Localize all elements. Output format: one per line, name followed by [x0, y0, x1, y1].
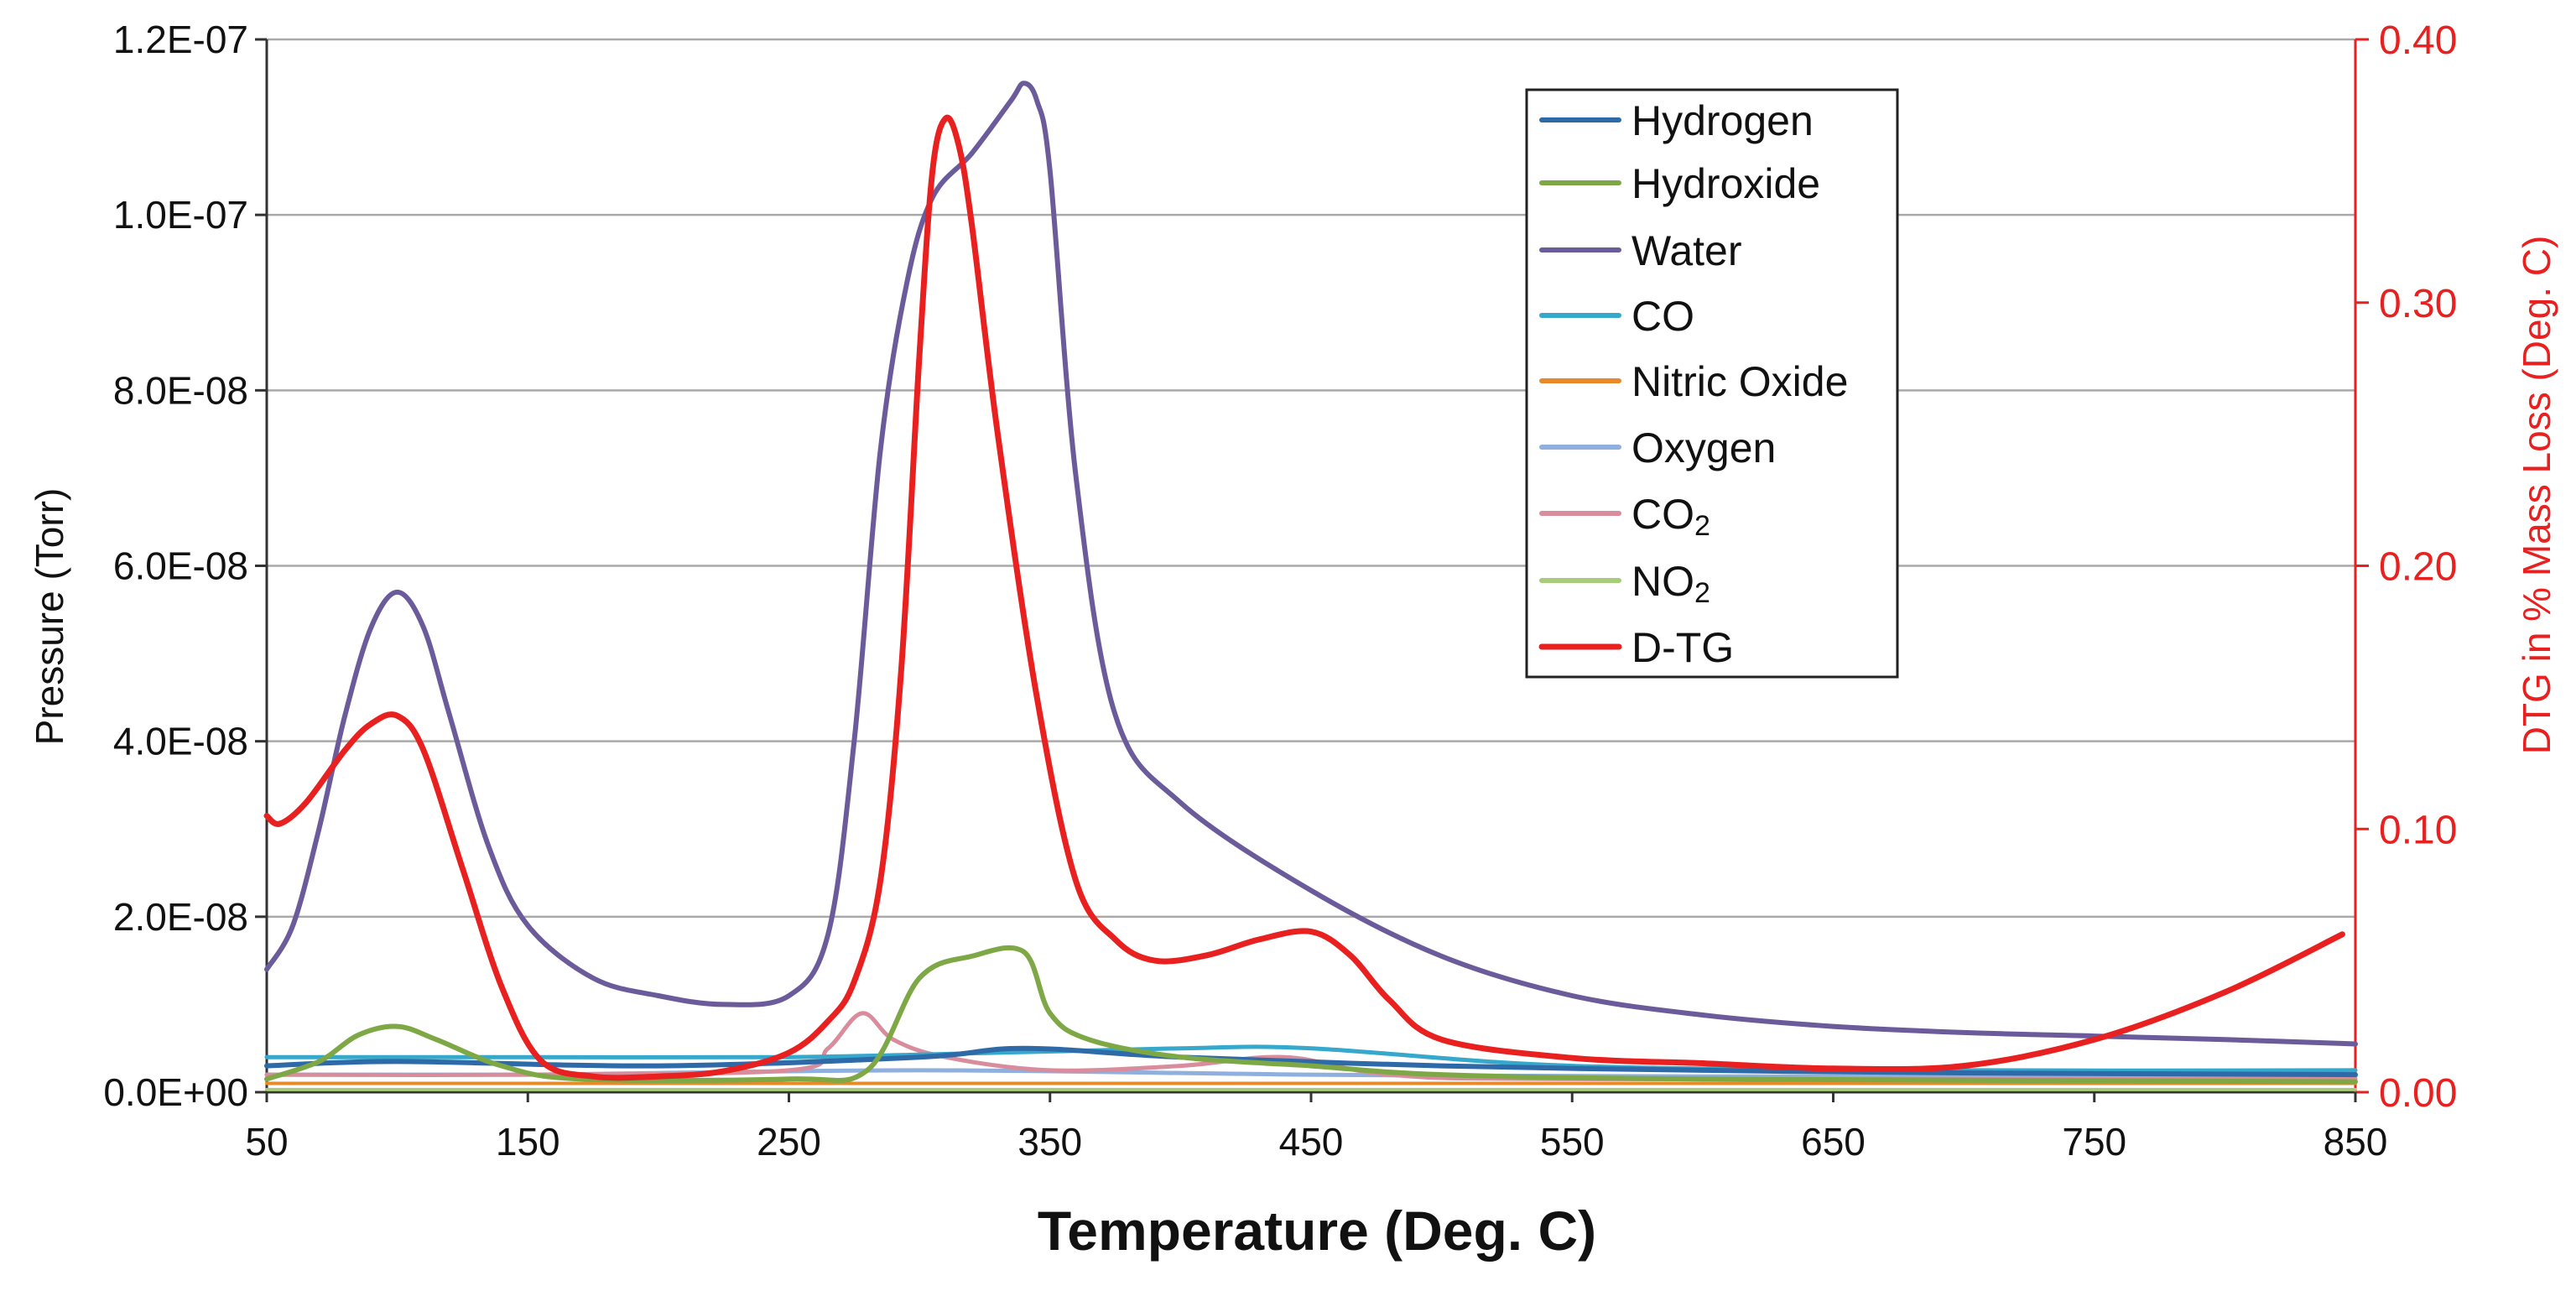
y-tick-label-right: 0.10	[2379, 808, 2457, 852]
series-line-hydroxide	[264, 945, 2358, 1085]
y-tick-label-left: 8.0E-08	[113, 368, 248, 412]
y-axis-title-right: DTG in % Mass Loss (Deg. C)	[2515, 236, 2558, 755]
series-line-dtg	[263, 114, 2345, 1081]
grid-lines	[267, 38, 2355, 919]
y-tick-label-right: 0.20	[2379, 545, 2457, 590]
legend-label-co2: CO2	[1631, 491, 1710, 542]
x-tick-label: 350	[1017, 1120, 1082, 1163]
legend-label-hydroxide: Hydroxide	[1631, 160, 1820, 207]
y-tick-label-left: 4.0E-08	[113, 720, 248, 763]
y-tick-label-left: 1.0E-07	[113, 193, 248, 237]
x-tick-label: 550	[1540, 1120, 1605, 1163]
legend: Hydrogen Hydroxide Water CO Nitric Oxide Oxyg…	[1525, 88, 1899, 679]
x-axis-title: Temperature (Deg. C)	[1038, 1200, 1596, 1262]
series-line-water	[264, 81, 2358, 1047]
legend-label-co: CO	[1631, 293, 1694, 340]
y-tick-label-left: 2.0E-08	[113, 895, 248, 939]
series-lines	[263, 81, 2358, 1091]
legend-label-water: Water	[1631, 227, 1742, 274]
legend-label-hydrogen: Hydrogen	[1631, 97, 1814, 144]
legend-label-nitric-oxide: Nitric Oxide	[1631, 358, 1848, 405]
y-axis-title-left: Pressure (Torr)	[28, 488, 71, 746]
x-tick-label: 650	[1801, 1120, 1866, 1163]
y-tick-label-right: 0.00	[2379, 1071, 2457, 1116]
x-tick-label: 750	[2062, 1120, 2126, 1163]
tick-labels: 0.0E+00 2.0E-08 4.0E-08 6.0E-08 8.0E-08 1.0E-…	[103, 18, 2457, 1163]
y-tick-label-right: 0.40	[2379, 18, 2457, 63]
y-tick-label-left: 6.0E-08	[113, 544, 248, 588]
x-tick-label: 450	[1279, 1120, 1344, 1163]
x-tick-label: 250	[757, 1120, 821, 1163]
legend-label-dtg: D-TG	[1631, 624, 1734, 671]
x-tick-label: 50	[245, 1120, 288, 1163]
legend-label-no2: NO2	[1631, 558, 1710, 609]
x-tick-label: 850	[2324, 1120, 2388, 1163]
y-tick-label-left: 0.0E+00	[103, 1070, 248, 1114]
legend-label-oxygen: Oxygen	[1631, 424, 1776, 471]
y-tick-label-left: 1.2E-07	[113, 18, 248, 61]
y-tick-label-right: 0.30	[2379, 282, 2457, 326]
x-tick-label: 150	[496, 1120, 560, 1163]
